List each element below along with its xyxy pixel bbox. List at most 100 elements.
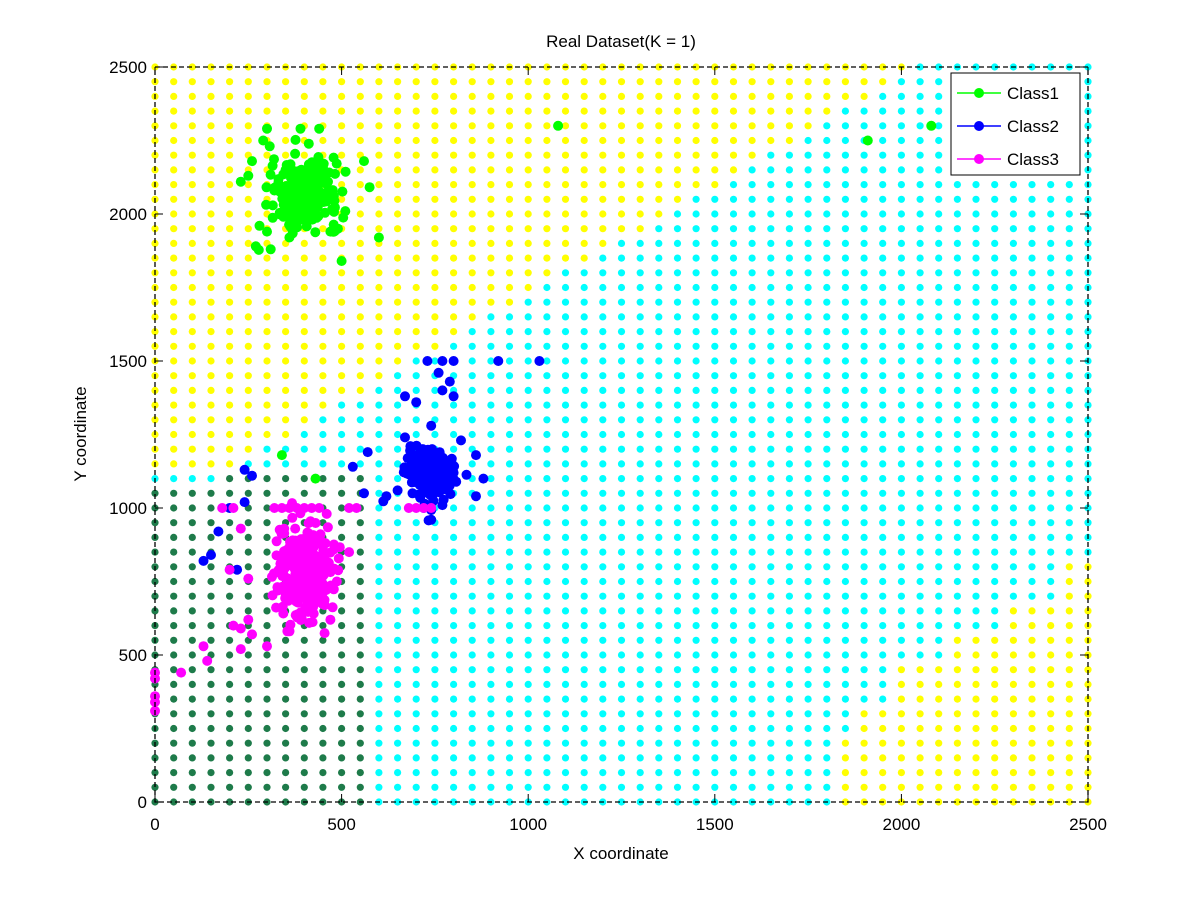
grid-point <box>338 607 346 615</box>
grid-point <box>879 607 887 615</box>
grid-point <box>804 739 812 747</box>
grid-point <box>207 607 215 615</box>
grid-point <box>375 166 383 174</box>
grid-point <box>1084 680 1092 689</box>
grid-point <box>412 342 420 350</box>
grid-point <box>394 783 402 791</box>
grid-point <box>543 489 551 497</box>
grid-point <box>897 269 906 277</box>
grid-point <box>879 92 887 100</box>
grid-point <box>226 416 234 424</box>
grid-point <box>263 460 271 468</box>
grid-point <box>561 210 570 218</box>
grid-point <box>916 328 924 336</box>
grid-point <box>617 210 626 218</box>
grid-point <box>356 386 364 394</box>
grid-point <box>1065 592 1073 600</box>
grid-point <box>1009 401 1018 409</box>
class3-point <box>228 503 239 513</box>
grid-point <box>1009 519 1018 527</box>
grid-point <box>935 416 943 424</box>
grid-point <box>356 283 364 292</box>
grid-point <box>524 78 532 86</box>
grid-point <box>300 710 308 718</box>
grid-point <box>543 622 551 630</box>
y-axis-label: Y coordinate <box>71 386 90 481</box>
grid-point <box>375 151 383 159</box>
grid-point <box>953 225 962 233</box>
grid-point <box>543 283 551 292</box>
grid-point <box>711 210 719 218</box>
grid-point <box>338 695 346 703</box>
grid-point <box>412 107 420 115</box>
grid-point <box>338 754 346 762</box>
grid-point <box>1047 783 1055 791</box>
class2-point <box>347 461 358 472</box>
grid-point <box>505 107 514 115</box>
grid-point <box>823 298 831 306</box>
grid-point <box>188 298 196 306</box>
grid-point <box>748 739 756 747</box>
grid-point <box>450 783 458 791</box>
class3-point <box>217 503 228 513</box>
grid-point <box>692 386 700 394</box>
grid-point <box>580 680 588 689</box>
grid-point <box>804 577 812 586</box>
grid-point <box>897 460 906 468</box>
grid-point <box>580 78 588 86</box>
grid-point <box>711 357 719 365</box>
grid-point <box>282 636 290 644</box>
grid-point <box>692 166 700 174</box>
grid-point <box>450 724 458 733</box>
grid-point <box>244 754 252 762</box>
grid-point <box>860 254 868 262</box>
grid-point <box>1065 283 1073 292</box>
grid-point <box>692 533 700 542</box>
class3-point <box>298 571 309 582</box>
grid-point <box>916 710 924 718</box>
grid-point <box>450 239 458 247</box>
grid-point <box>151 313 159 321</box>
grid-point <box>1084 695 1092 703</box>
grid-point <box>673 107 682 115</box>
grid-point <box>207 710 215 718</box>
grid-point <box>244 78 252 86</box>
grid-point <box>450 195 458 203</box>
grid-point <box>151 577 159 586</box>
grid-point <box>375 739 383 747</box>
grid-point <box>263 357 271 365</box>
grid-point <box>450 328 458 336</box>
grid-point <box>879 651 887 659</box>
grid-point <box>916 460 924 468</box>
grid-point <box>505 269 514 277</box>
grid-point <box>655 416 663 424</box>
grid-point <box>935 166 943 174</box>
grid-point <box>841 651 850 659</box>
grid-point <box>282 739 290 747</box>
grid-point <box>412 636 420 644</box>
grid-point <box>356 724 364 733</box>
grid-point <box>561 533 570 542</box>
grid-point <box>711 607 719 615</box>
grid-point <box>767 739 775 747</box>
class1-point <box>283 203 294 214</box>
grid-point <box>673 754 682 762</box>
grid-point <box>188 533 196 542</box>
grid-point <box>767 283 775 292</box>
grid-point <box>804 401 812 409</box>
grid-point <box>1065 254 1073 262</box>
grid-point <box>935 136 943 145</box>
grid-point <box>431 298 439 306</box>
grid-point <box>263 666 271 674</box>
grid-point <box>170 386 178 394</box>
grid-point <box>244 430 252 439</box>
grid-point <box>935 92 943 100</box>
grid-point <box>431 754 439 762</box>
grid-point <box>188 548 196 556</box>
grid-point <box>935 710 943 718</box>
grid-point <box>804 254 812 262</box>
grid-point <box>823 445 831 453</box>
grid-point <box>841 78 850 86</box>
grid-point <box>1084 592 1092 600</box>
grid-point <box>505 710 514 718</box>
